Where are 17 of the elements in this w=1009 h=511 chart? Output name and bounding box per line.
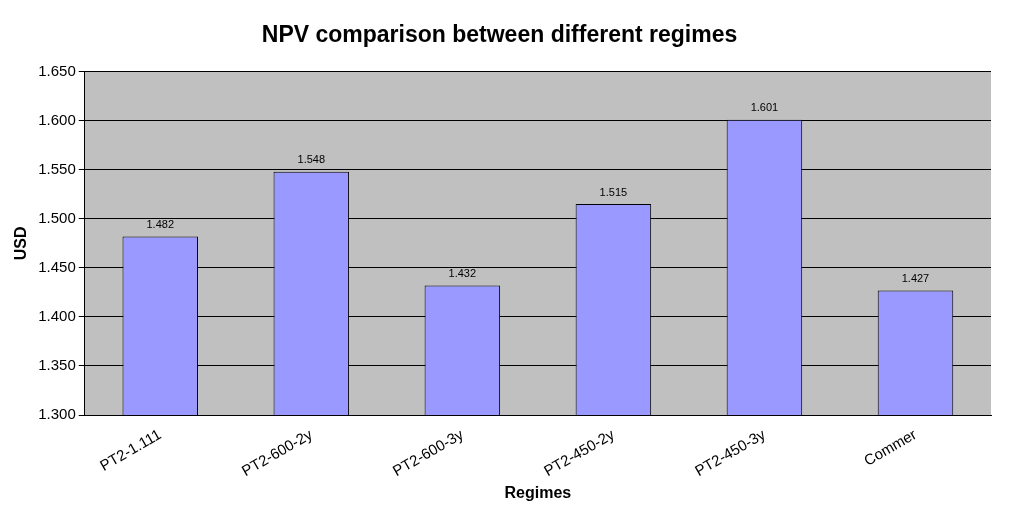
y-tick-label: 1.450: [38, 257, 76, 275]
chart-title: NPV comparison between different regimes: [261, 21, 738, 48]
data-label: 1.432: [448, 267, 477, 280]
data-label: 1.482: [146, 217, 175, 230]
data-label: 1.427: [901, 271, 930, 284]
y-tick-label: 1.550: [38, 159, 76, 177]
data-label: 1.548: [297, 153, 326, 166]
x-axis-title: Regimes: [504, 483, 572, 501]
y-tick-label: 1.650: [38, 61, 76, 79]
y-tick-label: 1.400: [38, 307, 76, 325]
data-label: 1.601: [750, 101, 779, 114]
y-tick-label: 1.350: [38, 356, 76, 374]
y-tick-label: 1.600: [38, 110, 76, 128]
y-tick-label: 1.300: [38, 405, 76, 423]
y-tick-label: 1.500: [38, 208, 76, 226]
y-axis-title: USD: [12, 226, 30, 261]
data-label: 1.515: [599, 185, 628, 198]
